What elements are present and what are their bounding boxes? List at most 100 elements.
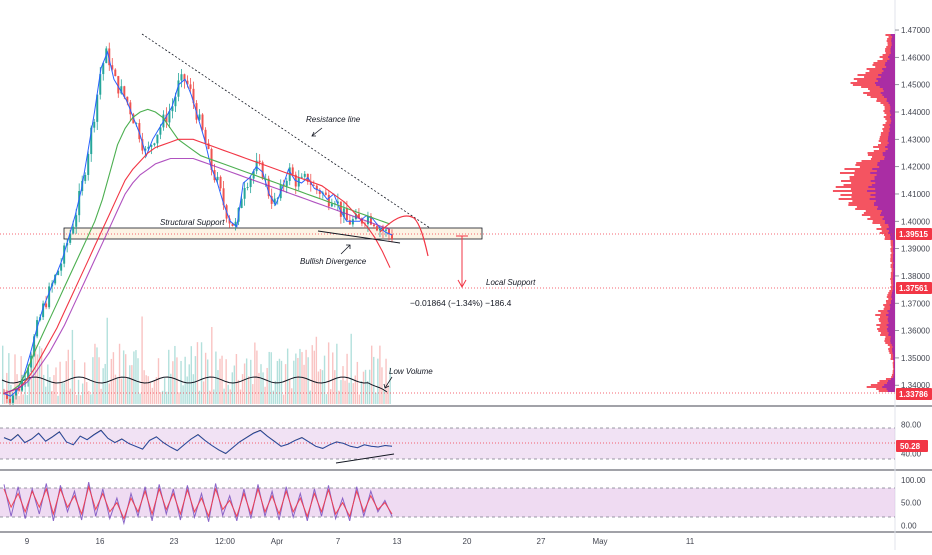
volume-profile-bar-inner	[889, 130, 895, 132]
volume-profile-bar	[883, 110, 895, 112]
volume-profile-bar-inner	[882, 154, 895, 156]
volume-profile-bar	[879, 56, 895, 58]
candle-body	[147, 146, 150, 149]
osc2-tick-label: 100.00	[901, 476, 926, 485]
price-series-line	[3, 50, 393, 397]
volume-profile-bar-inner	[891, 40, 895, 42]
volume-bar	[371, 345, 373, 404]
osc-band-lines	[0, 427, 895, 518]
volume-bar	[86, 382, 88, 404]
volume-profile-bar-inner	[893, 362, 895, 364]
osc1-tick-label: 80.00	[901, 421, 922, 430]
volume-profile-bar	[891, 284, 895, 286]
volume-bar	[92, 357, 94, 404]
volume-bar	[284, 364, 287, 404]
volume-bar	[202, 381, 205, 404]
volume-profile-bar-inner	[890, 126, 895, 128]
volume-bar	[180, 360, 182, 404]
volume-profile-bar	[892, 372, 895, 374]
volume-bar	[258, 372, 260, 404]
volume-profile-bar-inner	[890, 238, 895, 240]
volume-profile-bar-inner	[892, 350, 895, 352]
volume-profile-bar	[891, 252, 895, 254]
candle-body	[159, 127, 162, 135]
volume-profile-bar	[885, 52, 895, 54]
osc2-band	[0, 488, 895, 517]
candle-body	[189, 84, 192, 89]
volume-bar	[344, 380, 346, 404]
candle-body	[183, 74, 186, 81]
volume-profile-bar-inner	[892, 36, 895, 38]
candle-body	[48, 286, 51, 308]
candle-body	[84, 174, 87, 181]
volume-bar	[108, 383, 110, 404]
volume-bar	[157, 358, 160, 404]
volume-bar	[231, 372, 233, 404]
volume-bar	[270, 352, 272, 404]
volume-profile-bar-inner	[891, 42, 895, 44]
volume-bar	[354, 375, 356, 404]
volume-bar	[38, 346, 41, 404]
volume-profile-bar-inner	[882, 386, 895, 388]
candle-body	[168, 111, 171, 123]
volume-bar	[67, 349, 69, 404]
measure-arrow	[456, 235, 468, 289]
volume-bar	[36, 354, 39, 404]
candle-body	[366, 216, 369, 225]
volume-profile-bar-inner	[886, 100, 895, 102]
volume-bar	[223, 388, 225, 404]
volume-bar	[332, 352, 334, 404]
volume-profile-bar-inner	[891, 114, 895, 116]
volume-profile-bar	[872, 222, 895, 224]
volume-profile-bar-inner	[893, 274, 895, 276]
volume-profile-bar-inner	[875, 192, 895, 194]
volume-bar	[120, 378, 123, 404]
volume-bar	[211, 327, 213, 404]
volume-profile-bar	[885, 50, 895, 52]
volume-profile-bar-inner	[892, 258, 895, 260]
volume-bar	[278, 358, 281, 404]
volume-profile-bar	[888, 292, 895, 294]
volume-profile-bar	[863, 92, 895, 94]
volume-bar	[188, 364, 190, 404]
volume-profile-bar-inner	[892, 260, 895, 262]
volume-bar	[381, 367, 383, 404]
volume-profile-bar-inner	[884, 64, 895, 66]
volume-profile-bar	[866, 68, 895, 70]
candle-body	[201, 114, 204, 130]
volume-profile-bar	[890, 358, 895, 360]
volume-bar	[40, 348, 43, 404]
candle-body	[141, 139, 144, 151]
volume-profile-bar	[856, 162, 895, 164]
volume-profile-bar-inner	[882, 152, 895, 154]
candle-body	[24, 378, 27, 380]
volume-bar	[194, 356, 197, 404]
volume-profile-bar	[892, 366, 895, 368]
resistance-trendline	[141, 33, 431, 229]
oscillator-2-axis: 100.00 50.00 0.00	[901, 476, 926, 531]
candle-body	[87, 154, 90, 175]
volume-profile-bar-inner	[894, 364, 895, 366]
volume-profile-bar-inner	[872, 168, 895, 170]
volume-profile-bar	[892, 362, 895, 364]
volume-profile-bar-inner	[889, 124, 895, 126]
volume-profile-bar-inner	[875, 188, 895, 190]
volume-profile-bar-inner	[877, 80, 895, 82]
volume-bar	[309, 390, 311, 404]
volume-profile-bar	[886, 114, 895, 116]
annotation-bullish-divergence: Bullish Divergence	[300, 257, 367, 266]
volume-profile-bar-inner	[884, 156, 895, 158]
volume-profile-bar-inner	[890, 50, 895, 52]
osc1-value-badge	[896, 440, 928, 453]
volume-profile-bar-inner	[889, 116, 895, 118]
volume-profile-bar	[891, 262, 895, 264]
price-series-line	[3, 157, 391, 394]
volume-profile-bar	[882, 58, 895, 60]
volume-bar	[139, 393, 141, 404]
volume-profile-bar-inner	[889, 304, 895, 306]
volume-profile-bar	[843, 184, 895, 186]
volume-profile-bar-inner	[887, 148, 895, 150]
volume-bar	[106, 317, 108, 404]
